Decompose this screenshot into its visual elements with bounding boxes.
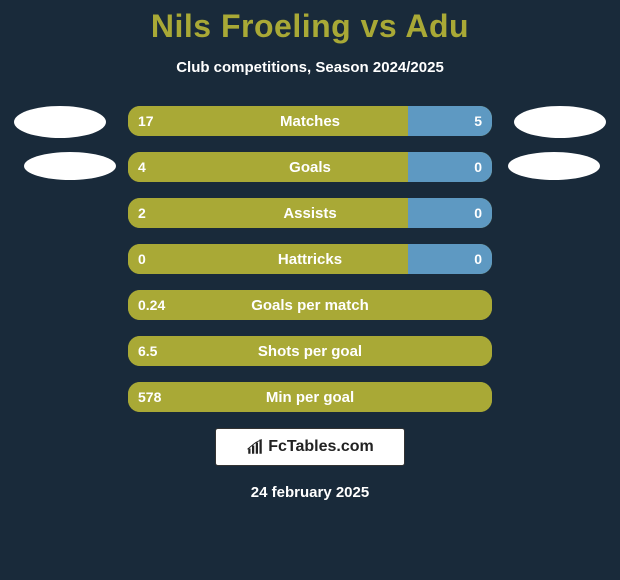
bars-section: 175Matches 40Goals 20Assists 00Hattricks 0.2… [0, 106, 620, 412]
stats-card: Nils Froeling vs Adu Club competitions, … [0, 0, 620, 580]
bar-stat-label: Matches [128, 106, 492, 136]
bar-stat-label: Shots per goal [128, 336, 492, 366]
fctables-logo[interactable]: FcTables.com [215, 428, 405, 466]
stat-bar: 6.5Shots per goal [128, 336, 492, 366]
page-title: Nils Froeling vs Adu [0, 8, 620, 45]
stat-bar: 578Min per goal [128, 382, 492, 412]
avatar-player1-bottom [24, 152, 116, 180]
stat-bar: 0.24Goals per match [128, 290, 492, 320]
bar-stat-label: Goals per match [128, 290, 492, 320]
bar-stat-label: Goals [128, 152, 492, 182]
bar-stat-label: Min per goal [128, 382, 492, 412]
chart-icon [246, 438, 264, 456]
avatar-player2-top [514, 106, 606, 138]
stat-bar: 40Goals [128, 152, 492, 182]
bar-stat-label: Assists [128, 198, 492, 228]
bar-stat-label: Hattricks [128, 244, 492, 274]
stat-bar: 175Matches [128, 106, 492, 136]
date-label: 24 february 2025 [0, 484, 620, 501]
avatar-player1-top [14, 106, 106, 138]
subtitle: Club competitions, Season 2024/2025 [0, 59, 620, 76]
stat-bar: 00Hattricks [128, 244, 492, 274]
stat-bar: 20Assists [128, 198, 492, 228]
logo-text: FcTables.com [268, 438, 374, 456]
avatar-player2-bottom [508, 152, 600, 180]
